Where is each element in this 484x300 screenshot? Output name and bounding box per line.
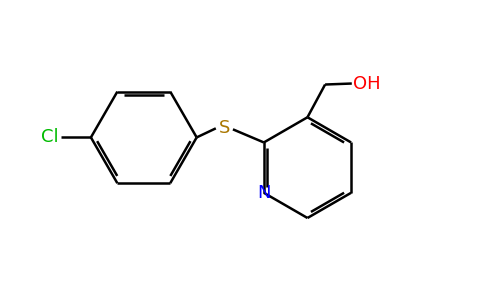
Text: S: S [219,119,230,137]
Text: N: N [257,184,271,202]
Text: OH: OH [353,74,380,92]
Text: Cl: Cl [41,128,58,146]
